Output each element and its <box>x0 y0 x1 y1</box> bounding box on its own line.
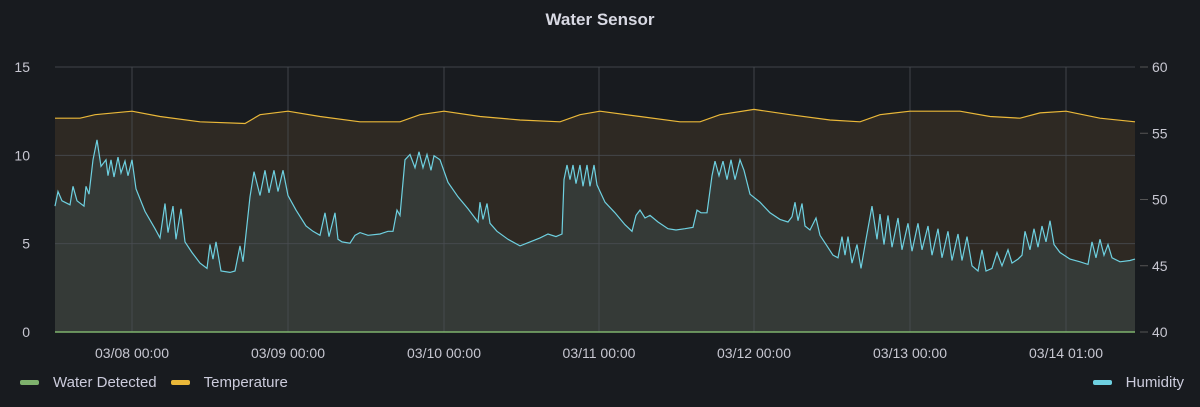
left-axis-tick: 10 <box>14 147 30 163</box>
x-axis: 03/08 00:00 03/09 00:00 03/10 00:00 03/11 0… <box>95 345 1103 361</box>
x-axis-tick: 03/12 00:00 <box>717 345 791 361</box>
legend-label: Temperature <box>203 374 288 391</box>
right-axis-tick: 40 <box>1152 324 1168 340</box>
panel-title: Water Sensor <box>545 10 655 29</box>
temperature-line <box>55 108 1136 125</box>
left-axis: 0 5 10 15 <box>14 59 30 340</box>
humidity-area <box>55 139 1135 332</box>
left-axis-tick: 15 <box>14 59 30 75</box>
legend-item-water-detected[interactable]: Water Detected <box>20 374 157 391</box>
right-axis: 40 45 50 55 60 <box>1140 59 1168 340</box>
temperature-swatch-icon <box>170 380 190 385</box>
x-axis-tick: 03/11 00:00 <box>563 345 636 361</box>
x-axis-tick: 03/13 00:00 <box>873 345 947 361</box>
legend-label: Water Detected <box>53 374 157 391</box>
series-lines <box>54 108 1136 333</box>
legend-label: Humidity <box>1125 374 1184 391</box>
water-detected-swatch-icon <box>20 380 39 385</box>
right-axis-tick: 45 <box>1152 258 1168 274</box>
right-axis-tick: 55 <box>1152 125 1168 141</box>
x-axis-tick: 03/10 00:00 <box>407 345 481 361</box>
x-axis-tick: 03/09 00:00 <box>251 345 325 361</box>
legend-item-temperature[interactable]: Temperature <box>170 374 288 391</box>
left-axis-tick: 5 <box>22 236 30 252</box>
right-axis-tick: 50 <box>1152 192 1168 208</box>
humidity-swatch-icon <box>1092 380 1112 385</box>
x-axis-tick: 03/08 00:00 <box>95 345 169 361</box>
legend-left: Water Detected Temperature <box>20 374 302 391</box>
humidity-line <box>54 139 1136 274</box>
legend-right: Humidity <box>1092 374 1184 391</box>
series-fills <box>55 109 1135 333</box>
left-axis-tick: 0 <box>22 324 30 340</box>
right-axis-tick: 60 <box>1152 59 1168 75</box>
legend-item-humidity[interactable]: Humidity <box>1092 374 1184 391</box>
x-axis-tick: 03/14 01:00 <box>1029 345 1103 361</box>
